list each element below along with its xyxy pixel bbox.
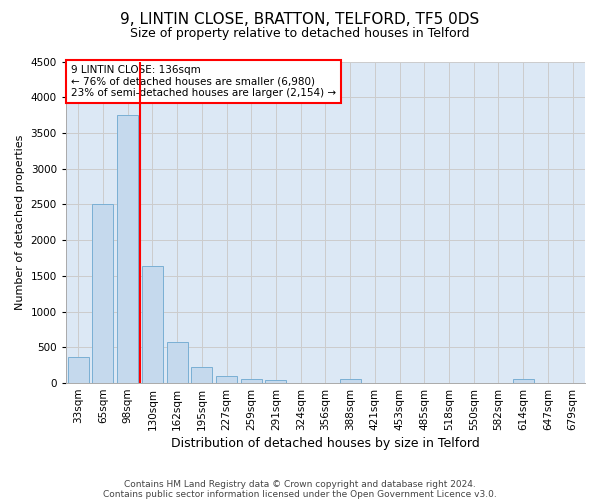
Text: Contains HM Land Registry data © Crown copyright and database right 2024.: Contains HM Land Registry data © Crown c… [124,480,476,489]
Text: 9, LINTIN CLOSE, BRATTON, TELFORD, TF5 0DS: 9, LINTIN CLOSE, BRATTON, TELFORD, TF5 0… [121,12,479,28]
Bar [340,379,361,383]
Bar [265,380,286,383]
Bar [117,115,138,383]
Bar [216,376,237,383]
Text: 9 LINTIN CLOSE: 136sqm
← 76% of detached houses are smaller (6,980)
23% of semi-: 9 LINTIN CLOSE: 136sqm ← 76% of detached… [71,64,336,98]
Text: Contains public sector information licensed under the Open Government Licence v3: Contains public sector information licen… [103,490,497,499]
Bar [92,204,113,383]
Bar [241,379,262,383]
Y-axis label: Number of detached properties: Number of detached properties [15,134,25,310]
X-axis label: Distribution of detached houses by size in Telford: Distribution of detached houses by size … [171,437,480,450]
Bar [142,266,163,383]
Bar [68,356,89,383]
Bar [167,342,188,383]
Bar [191,368,212,383]
Bar [512,379,534,383]
Text: Size of property relative to detached houses in Telford: Size of property relative to detached ho… [130,28,470,40]
